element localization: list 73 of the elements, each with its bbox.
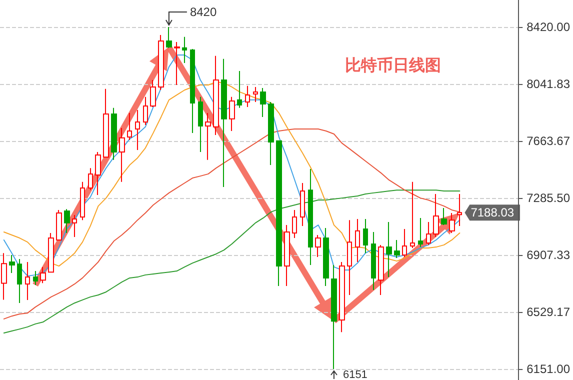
candlestick	[166, 26, 172, 48]
candlestick	[127, 112, 132, 141]
candlestick	[1, 252, 7, 300]
candlestick	[276, 140, 282, 286]
candlestick	[17, 258, 22, 304]
candlestick	[150, 80, 156, 108]
candlestick	[80, 181, 85, 221]
candlestick	[221, 58, 227, 188]
line-series	[3, 190, 460, 334]
candlestick	[119, 127, 125, 182]
candlestick	[237, 70, 242, 108]
candlestick	[331, 264, 337, 370]
candlestick	[198, 96, 203, 152]
candlestick	[9, 254, 15, 274]
candlestick	[268, 102, 274, 166]
candlestick	[205, 112, 211, 160]
candlestick	[48, 232, 54, 273]
candlestick	[253, 86, 258, 103]
candlestick	[355, 218, 360, 262]
candlestick	[88, 168, 93, 191]
candlestick	[135, 110, 140, 150]
y-tick-label: 7663.67	[526, 134, 570, 148]
candlestick	[308, 168, 313, 266]
candlestick	[426, 222, 431, 246]
annotation: 6151	[342, 368, 368, 380]
candlestick	[260, 88, 266, 118]
y-tick-label: 8041.83	[526, 76, 570, 91]
line-series	[3, 82, 460, 267]
text: 7188.03	[470, 206, 514, 220]
candlestick	[315, 234, 321, 258]
candlestick	[229, 96, 235, 132]
candlestick	[323, 228, 329, 286]
y-tick-label: 6907.33	[526, 248, 570, 262]
candlestick	[190, 48, 195, 134]
candlestick	[386, 222, 392, 278]
candlestick	[378, 244, 384, 296]
candlestick	[158, 34, 164, 90]
candlestick	[143, 96, 148, 126]
candlestick	[363, 218, 368, 254]
candlestick	[449, 212, 455, 234]
candlestick	[371, 231, 376, 291]
text: 比特币日线图	[345, 56, 441, 74]
candlestick	[25, 261, 30, 300]
candlestick	[245, 85, 250, 108]
y-tick-label: 6529.17	[526, 304, 570, 319]
candlestick	[300, 182, 305, 226]
candlestick	[213, 55, 219, 136]
candlestick	[402, 228, 407, 258]
y-tick-label: 6151.00	[526, 362, 570, 376]
candlestick	[174, 42, 180, 86]
candlestick	[111, 107, 117, 160]
candlestick	[339, 261, 345, 333]
candlestick	[457, 193, 462, 226]
candlestick	[284, 224, 290, 286]
y-tick-label: 7285.50	[526, 190, 570, 205]
candlestick	[182, 36, 187, 64]
candlestick	[40, 266, 46, 284]
annotation: 8420	[190, 4, 217, 19]
candlestick	[292, 209, 297, 239]
candlestick	[72, 214, 77, 238]
candlestick	[347, 220, 352, 296]
candlestick	[433, 193, 439, 238]
candlestick	[95, 151, 101, 196]
y-tick-label: 8420.00	[526, 20, 570, 34]
candlestick	[418, 217, 423, 248]
candlestick	[441, 208, 447, 226]
candlestick	[33, 270, 38, 286]
candlestick	[394, 239, 400, 259]
candlestick	[64, 208, 70, 234]
candlestick	[56, 209, 62, 240]
line-series	[3, 128, 460, 320]
candlestick	[410, 181, 415, 248]
candlestick	[103, 88, 109, 158]
